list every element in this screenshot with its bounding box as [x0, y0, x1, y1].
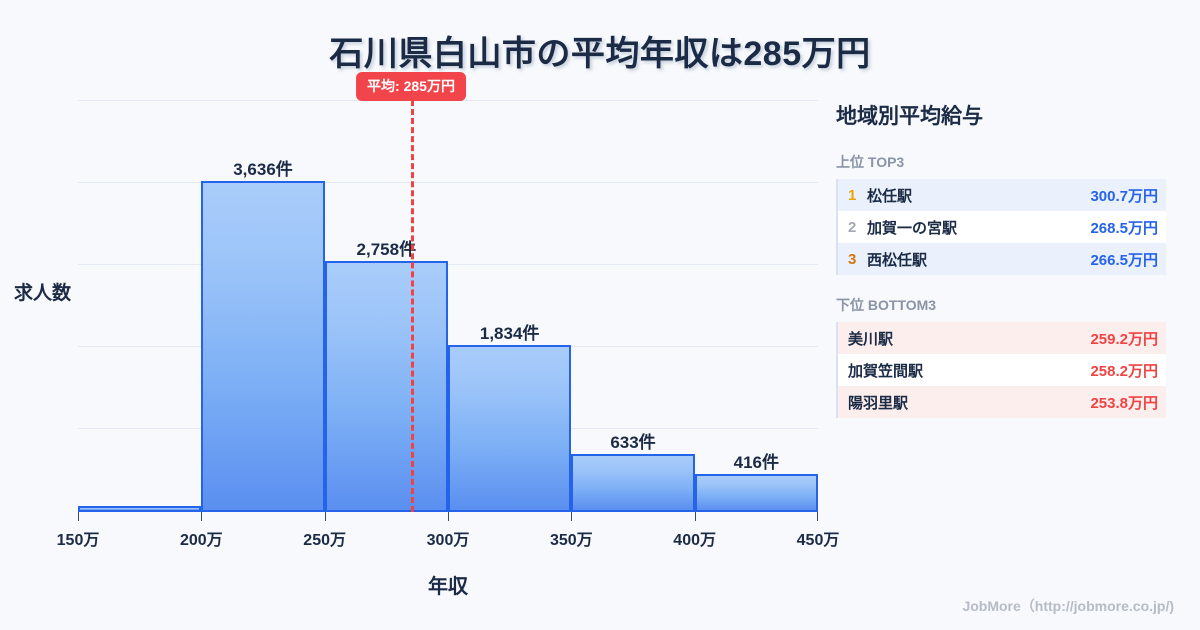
rank-number: 1 — [848, 186, 857, 204]
page-title: 石川県白山市の平均年収は285万円 — [329, 35, 871, 73]
histogram-bar[interactable] — [448, 345, 572, 512]
plot-area: 3,636件 2,758件 1,834件 633件 416件 150万 200万 250万 30… — [57, 72, 839, 549]
x-axis-tick-label: 450万 — [796, 532, 840, 549]
station-name: 美川駅 — [848, 330, 894, 348]
top3-row[interactable]: 1 松任駅 300.7万円 — [838, 179, 1166, 211]
histogram-bar[interactable] — [324, 261, 448, 512]
histogram-chart: 求人数 3,636件 2,758件 1,834件 633件 416件 150万 200万 25… — [14, 72, 839, 598]
x-axis-tick-label: 350万 — [549, 532, 593, 549]
region-salary-panel: 地域別平均給与 上位 TOP3 1 松任駅 300.7万円 2 加賀一の宮駅 268.5万… — [836, 100, 1166, 438]
watermark-credit: JobMore（http://jobmore.co.jp/) — [962, 598, 1174, 614]
x-axis-title: 年収 — [428, 576, 468, 598]
station-name: 松任駅 — [867, 187, 913, 205]
x-axis-tick-label: 250万 — [303, 532, 347, 549]
bottom3-row[interactable]: 加賀笠間駅 258.2万円 — [838, 354, 1166, 386]
top3-list: 1 松任駅 300.7万円 2 加賀一の宮駅 268.5万円 3 西松任駅 266.5万円 — [836, 179, 1166, 275]
histogram-bar[interactable] — [694, 474, 818, 512]
average-line — [411, 100, 414, 512]
bottom3-list: 美川駅 259.2万円加賀笠間駅 258.2万円陽羽里駅 253.8万円 — [836, 322, 1166, 418]
x-axis-tick-label: 400万 — [673, 532, 717, 549]
station-name: 西松任駅 — [867, 251, 928, 269]
gridline — [78, 264, 818, 265]
x-axis-tick — [78, 512, 79, 521]
bar-value-label: 3,636件 — [233, 160, 293, 180]
x-axis-tick-label: 200万 — [179, 532, 223, 549]
bottom3-row[interactable]: 陽羽里駅 253.8万円 — [838, 386, 1166, 418]
rank-number: 3 — [848, 250, 857, 268]
salary-value: 253.8万円 — [1090, 394, 1158, 412]
x-axis-tick — [694, 512, 696, 521]
top3-row[interactable]: 2 加賀一の宮駅 268.5万円 — [838, 211, 1166, 243]
station-name: 陽羽里駅 — [848, 394, 909, 412]
y-axis-title: 求人数 — [14, 283, 72, 304]
bar-value-label: 633件 — [610, 433, 656, 453]
x-axis-tick — [571, 512, 573, 521]
panel-heading: 地域別平均給与 — [836, 105, 983, 128]
bar-value-label: 2,758件 — [356, 240, 417, 260]
histogram-bar[interactable] — [78, 506, 202, 512]
salary-value: 268.5万円 — [1090, 219, 1158, 237]
salary-value: 266.5万円 — [1090, 251, 1158, 269]
x-axis-tick — [324, 512, 326, 521]
rank-number: 2 — [848, 218, 857, 236]
x-axis-tick-label: 150万 — [56, 532, 100, 549]
top3-section-label: 上位 TOP3 — [836, 154, 905, 170]
salary-value: 300.7万円 — [1090, 187, 1158, 205]
x-axis-tick-label: 300万 — [426, 532, 470, 549]
salary-value: 259.2万円 — [1090, 330, 1158, 348]
x-axis-tick — [817, 512, 818, 521]
x-axis-tick — [448, 512, 449, 521]
bar-value-label: 1,834件 — [479, 324, 540, 344]
bottom3-section-label: 下位 BOTTOM3 — [836, 297, 937, 313]
gridline — [78, 182, 818, 183]
salary-value: 258.2万円 — [1090, 362, 1158, 380]
x-axis-tick — [201, 512, 203, 521]
top3-row[interactable]: 3 西松任駅 266.5万円 — [838, 243, 1166, 275]
bottom3-row[interactable]: 美川駅 259.2万円 — [838, 322, 1166, 354]
histogram-bar[interactable] — [201, 181, 325, 512]
bar-value-label: 416件 — [733, 453, 780, 473]
station-name: 加賀笠間駅 — [848, 362, 924, 380]
histogram-bar[interactable] — [571, 454, 695, 512]
station-name: 加賀一の宮駅 — [867, 219, 958, 237]
average-badge: 平均: 285万円 — [356, 72, 466, 101]
